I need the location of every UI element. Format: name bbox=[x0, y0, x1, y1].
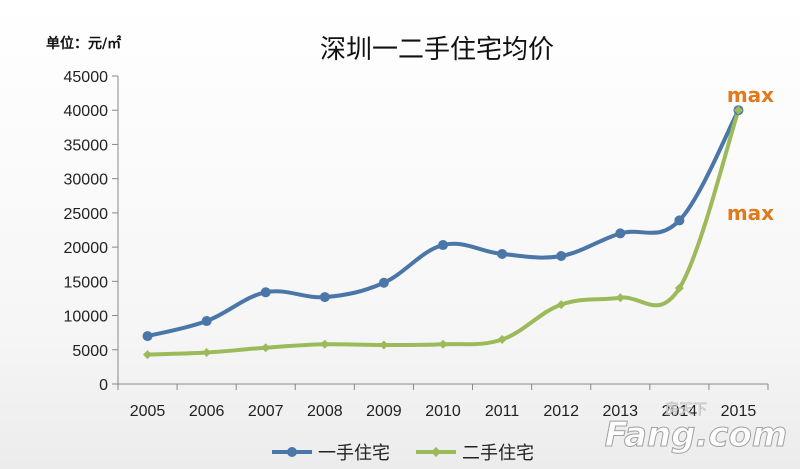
annotations: max max bbox=[727, 83, 774, 225]
series-1-point bbox=[497, 248, 508, 259]
x-tick-label: 2012 bbox=[543, 403, 579, 420]
series-1-point bbox=[201, 316, 212, 327]
series-1-point bbox=[260, 287, 271, 298]
series-1-point bbox=[142, 331, 153, 342]
legend-label-1: 一手住宅 bbox=[318, 443, 390, 464]
y-tick-label: 30000 bbox=[64, 172, 109, 189]
x-tick-label: 2005 bbox=[130, 403, 166, 420]
x-tick-label: 2010 bbox=[425, 403, 461, 420]
y-tick-label: 20000 bbox=[64, 240, 109, 257]
series-2-point bbox=[674, 283, 684, 293]
series-1-point bbox=[378, 277, 389, 288]
y-tick-label: 40000 bbox=[64, 103, 109, 120]
x-tick-label: 2007 bbox=[248, 403, 284, 420]
y-tick-label: 10000 bbox=[64, 309, 109, 326]
watermark-small: 房天下 bbox=[665, 402, 707, 418]
x-tick-label: 2014 bbox=[662, 403, 698, 420]
max-annotation: max bbox=[727, 201, 774, 225]
legend-marker bbox=[287, 447, 297, 457]
x-tick-label: 2009 bbox=[366, 403, 402, 420]
y-tick-label: 5000 bbox=[72, 343, 108, 360]
series-1-point bbox=[319, 292, 330, 303]
x-tick-label: 2015 bbox=[721, 403, 757, 420]
y-tick-label: 25000 bbox=[64, 206, 109, 223]
x-tick-label: 2013 bbox=[602, 403, 638, 420]
axes: 0 5000 10000 15000 20000 25000 30000 35000 40000… bbox=[64, 69, 769, 420]
unit-label: 单位：元/㎡ bbox=[46, 35, 121, 52]
legend-label-2: 二手住宅 bbox=[462, 443, 534, 464]
legend: 一手住宅 二手住宅 bbox=[272, 443, 534, 464]
y-tick-label: 0 bbox=[99, 377, 108, 394]
series-1-point bbox=[615, 228, 626, 239]
series-1-point bbox=[438, 240, 448, 251]
series-line-1 bbox=[145, 108, 741, 339]
series-2-point bbox=[497, 335, 507, 345]
series-line-2 bbox=[145, 108, 741, 357]
series-2-point bbox=[143, 350, 153, 360]
series-lines bbox=[145, 108, 741, 357]
series-points bbox=[142, 105, 744, 360]
chart-title: 深圳一二手住宅均价 bbox=[320, 35, 554, 65]
series-2-point bbox=[261, 343, 271, 353]
x-tick-label: 2011 bbox=[485, 403, 520, 420]
series-1-point bbox=[556, 251, 567, 262]
series-2-point bbox=[733, 105, 743, 115]
series-2-point bbox=[320, 339, 330, 349]
y-tick-label: 35000 bbox=[64, 137, 109, 154]
series-2-point bbox=[556, 300, 566, 310]
y-tick-label: 15000 bbox=[64, 274, 109, 291]
x-tick-label: 2006 bbox=[189, 403, 225, 420]
series-2-point bbox=[379, 340, 389, 350]
x-tick-label: 2008 bbox=[307, 403, 343, 420]
series-2-point bbox=[202, 348, 212, 358]
y-tick-label: 45000 bbox=[64, 69, 109, 86]
series-2-point bbox=[438, 339, 448, 349]
legend-marker bbox=[431, 447, 441, 457]
watermark: Fang.com 房天下 bbox=[604, 402, 788, 456]
max-annotation: max bbox=[727, 83, 774, 107]
series-1-point bbox=[674, 215, 685, 226]
watermark-logo: Fang.com bbox=[605, 415, 788, 455]
series-2-point bbox=[615, 293, 625, 303]
